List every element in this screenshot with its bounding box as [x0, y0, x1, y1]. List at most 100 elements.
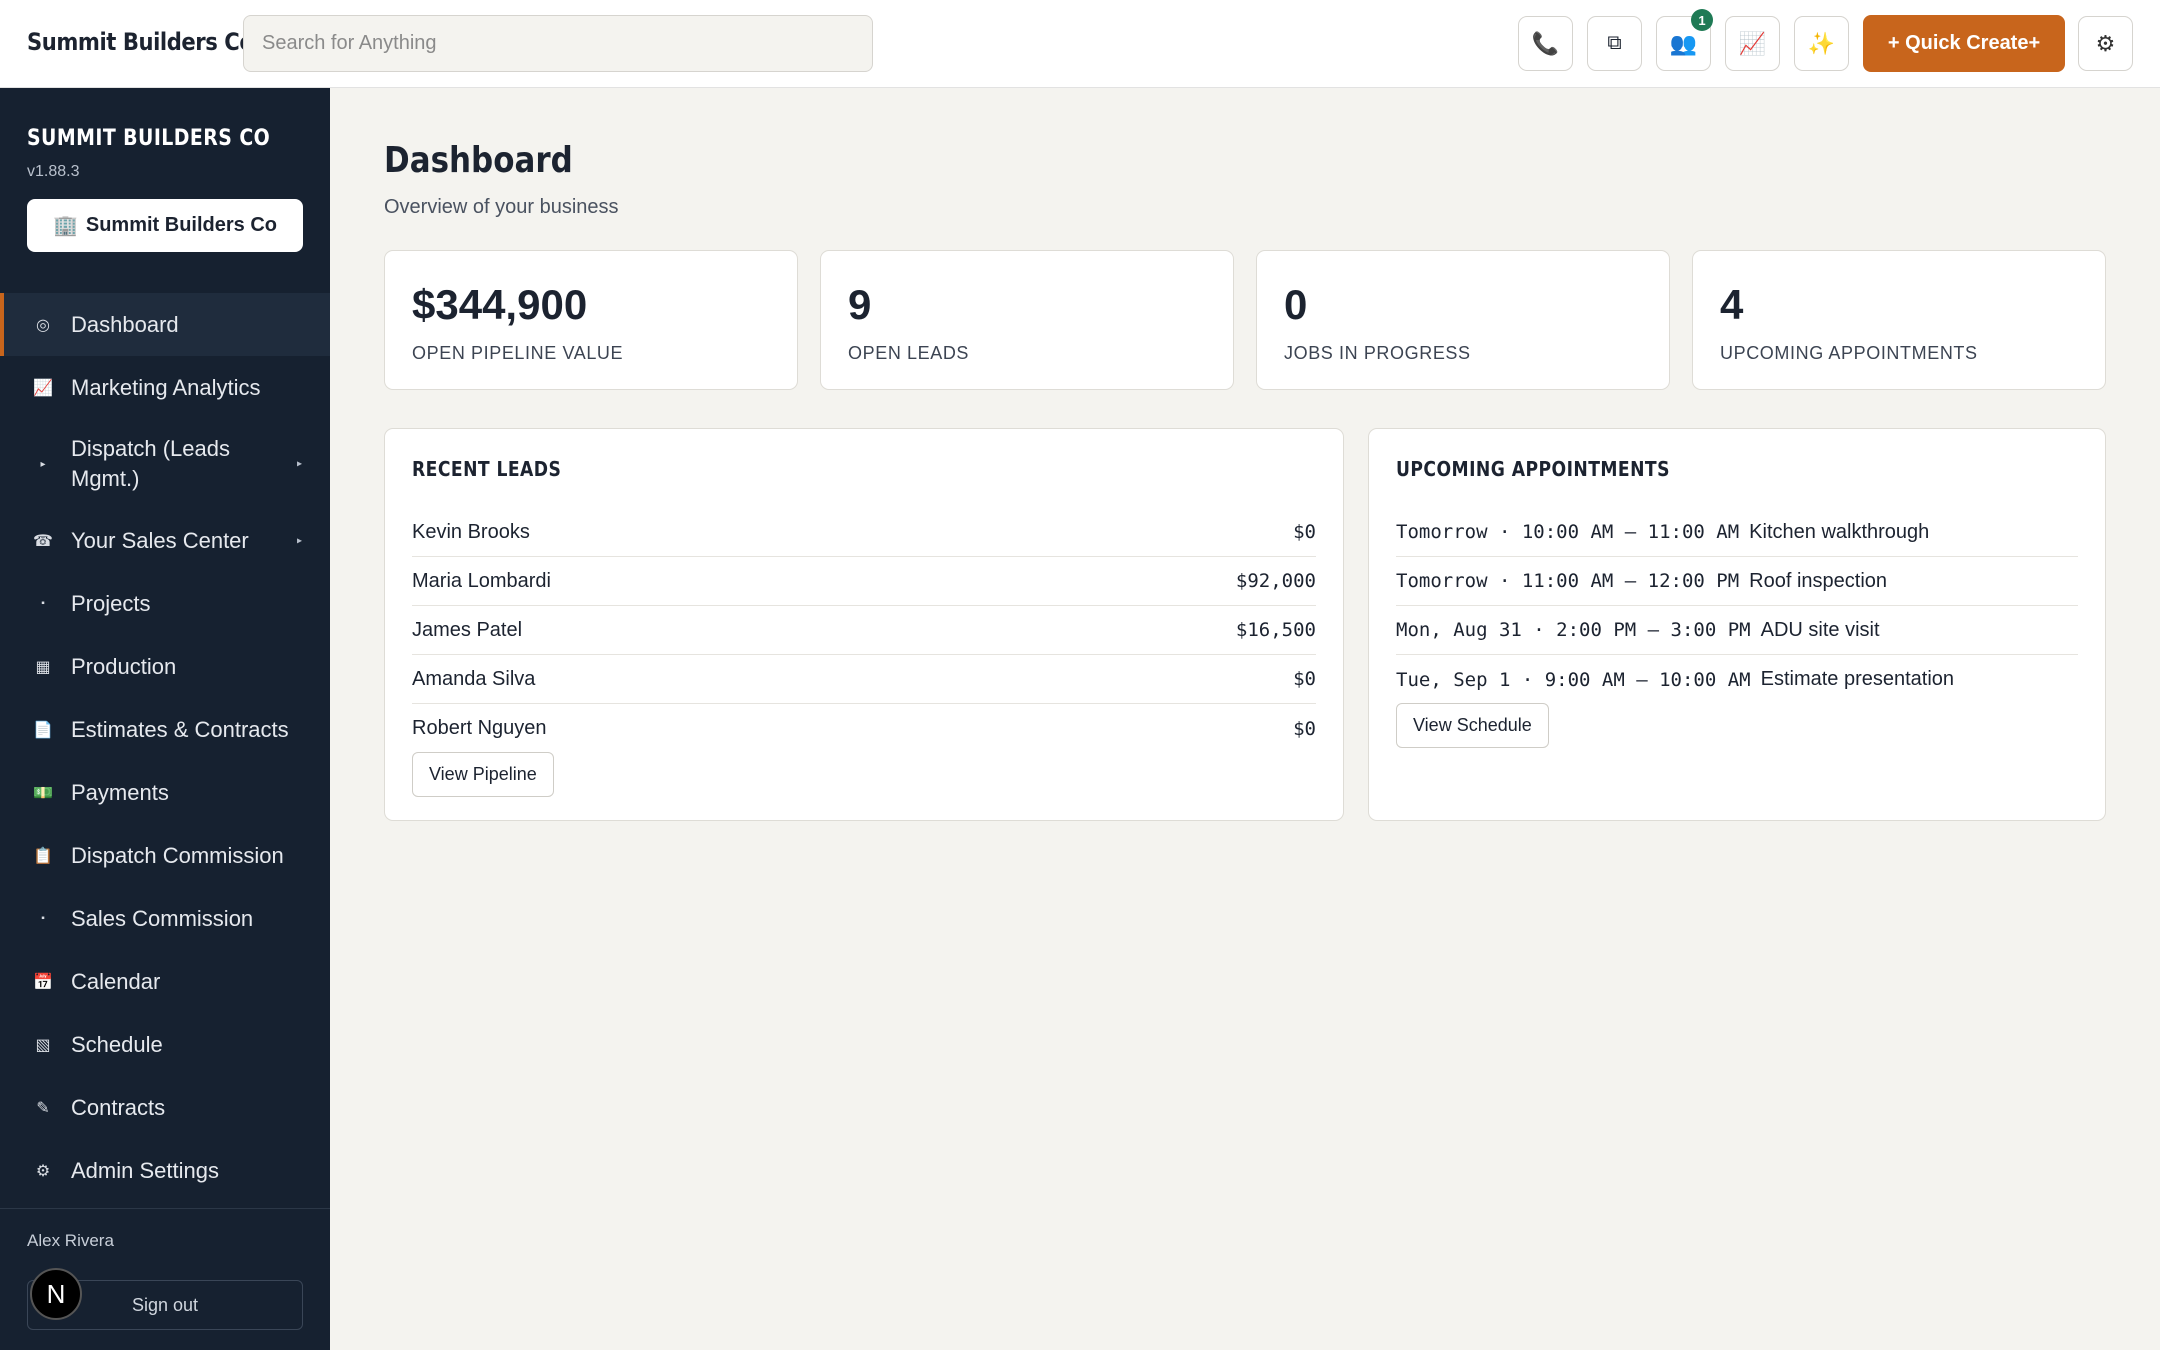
stat-value: 0 [1284, 281, 1308, 328]
square-icon: ▪ [41, 598, 45, 609]
appointment-title: Estimate presentation [1760, 668, 1955, 690]
search-input[interactable] [243, 15, 873, 72]
appointment-title: ADU site visit [1760, 618, 1880, 641]
settings-button[interactable]: ⚙ [2078, 16, 2133, 71]
lead-name: James Patel [412, 618, 523, 641]
team-button[interactable]: 👥 1 [1656, 9, 1713, 71]
appointment-time: Tue, Sep 1 · 9:00 AM – 10:00 AM [1396, 668, 1751, 691]
stat-value: $344,900 [412, 281, 588, 328]
sidebar-item-label: Schedule [71, 1031, 163, 1057]
sidebar-item-dispatch-commission[interactable]: 📋 Dispatch Commission [0, 824, 330, 887]
sidebar-item-label: Calendar [71, 968, 161, 994]
sidebar-nav: ◎ Dashboard 📈 Marketing Analytics ▸ Disp… [0, 293, 330, 1202]
calendar-icon: 📅 [33, 973, 53, 991]
lead-name: Maria Lombardi [412, 569, 551, 592]
company-switcher-button[interactable]: 🏢 Summit Builders Co [27, 199, 303, 252]
lead-name: Amanda Silva [412, 667, 536, 690]
sidebar-item-sales-commission[interactable]: ▪ Sales Commission [0, 887, 330, 950]
appointment-time: Tomorrow · 10:00 AM – 11:00 AM [1396, 521, 1740, 543]
stat-label: UPCOMING APPOINTMENTS [1720, 343, 1978, 363]
quick-create-button[interactable]: + Quick Create+ [1863, 15, 2065, 72]
stat-label: JOBS IN PROGRESS [1284, 343, 1471, 363]
sidebar-item-estimates-contracts[interactable]: 📄 Estimates & Contracts [0, 698, 330, 761]
sidebar: SUMMIT BUILDERS CO v1.88.3 🏢 Summit Buil… [0, 88, 330, 1350]
phone-icon: ☎ [33, 532, 53, 550]
top-bar: Summit Builders Co 📞 ⧉ 👥 1 📈 ✨ + Quick C… [0, 0, 2160, 88]
stat-label: OPEN PIPELINE VALUE [412, 343, 624, 363]
pencil-icon: ✎ [36, 1099, 50, 1117]
appointment-row[interactable]: Tomorrow · 11:00 AM – 12:00 PM Roof insp… [1396, 557, 2078, 606]
sidebar-item-label: Dispatch (Leads Mgmt.) [71, 436, 230, 491]
appointment-time: Tomorrow · 11:00 AM – 12:00 PM [1396, 570, 1740, 592]
sidebar-item-admin-settings[interactable]: ⚙ Admin Settings [0, 1139, 330, 1202]
ai-button[interactable]: ✨ [1794, 16, 1849, 71]
lead-name: Robert Nguyen [412, 717, 547, 739]
user-name: Alex Rivera [27, 1231, 114, 1250]
lead-row[interactable]: Amanda Silva $0 [412, 655, 1316, 704]
app-version: v1.88.3 [27, 163, 80, 180]
windows-icon: ⧉ [1607, 32, 1622, 54]
sidebar-item-calendar[interactable]: 📅 Calendar [0, 950, 330, 1013]
stat-label: OPEN LEADS [848, 343, 970, 363]
grid-icon: ▦ [35, 658, 51, 676]
sidebar-item-label: Dispatch Commission [71, 842, 284, 868]
sidebar-footer: Alex Rivera Sign out [0, 1208, 330, 1350]
chart-icon: 📈 [33, 379, 53, 397]
appointment-row[interactable]: Tomorrow · 10:00 AM – 11:00 AM Kitchen w… [1396, 508, 2078, 557]
lead-row[interactable]: Robert Nguyen $0 [412, 704, 1316, 753]
square-icon: ▪ [41, 913, 45, 924]
lead-value: $0 [1293, 668, 1316, 690]
gear-icon: ⚙ [2095, 30, 2116, 56]
sidebar-item-production[interactable]: ▦ Production [0, 635, 330, 698]
lead-value: $0 [1293, 521, 1316, 543]
sign-out-button[interactable]: Sign out [27, 1280, 303, 1330]
sidebar-item-dashboard[interactable]: ◎ Dashboard [0, 293, 330, 356]
view-schedule-button[interactable]: View Schedule [1396, 703, 1549, 748]
avatar[interactable]: N [30, 1268, 82, 1320]
appointment-title: Roof inspection [1749, 569, 1888, 592]
sidebar-item-label: Projects [71, 590, 151, 616]
sidebar-item-marketing-analytics[interactable]: 📈 Marketing Analytics [0, 356, 330, 419]
document-icon: 📄 [33, 721, 53, 739]
sidebar-item-label: Admin Settings [71, 1157, 219, 1183]
sidebar-title: SUMMIT BUILDERS CO [27, 126, 271, 151]
sidebar-item-label: Payments [71, 779, 169, 805]
lead-row[interactable]: Kevin Brooks $0 [412, 508, 1316, 557]
analytics-button[interactable]: 📈 [1725, 16, 1780, 71]
sidebar-item-dispatch[interactable]: ▸ Dispatch (Leads Mgmt.) ▸ [0, 419, 330, 509]
phone-icon: 📞 [1531, 30, 1560, 56]
phone-button[interactable]: 📞 [1518, 16, 1573, 71]
users-icon: 👥 [1669, 30, 1698, 56]
recent-leads-list: Kevin Brooks $0 Maria Lombardi $92,000 J… [412, 508, 1316, 753]
stat-card-open-leads: 9 OPEN LEADS [820, 250, 1234, 390]
sidebar-item-label: Production [71, 653, 177, 679]
stat-value: 9 [848, 281, 872, 328]
sidebar-item-contracts[interactable]: ✎ Contracts [0, 1076, 330, 1139]
view-pipeline-button[interactable]: View Pipeline [412, 752, 554, 797]
appointment-title: Kitchen walkthrough [1749, 520, 1930, 543]
sidebar-item-sales-center[interactable]: ☎ Your Sales Center ▸ [0, 509, 330, 572]
sidebar-item-label: Sales Commission [71, 905, 254, 931]
sidebar-item-projects[interactable]: ▪ Projects [0, 572, 330, 635]
lead-row[interactable]: James Patel $16,500 [412, 606, 1316, 655]
appointment-row[interactable]: Mon, Aug 31 · 2:00 PM – 3:00 PM ADU site… [1396, 606, 2078, 655]
lead-row[interactable]: Maria Lombardi $92,000 [412, 557, 1316, 606]
sparkle-icon: ✨ [1807, 30, 1836, 56]
chevron-right-icon: ▸ [296, 458, 302, 470]
chart-icon: 📈 [1738, 30, 1767, 56]
appointment-row[interactable]: Tue, Sep 1 · 9:00 AM – 10:00 AM Estimate… [1396, 655, 2078, 704]
lead-value: $92,000 [1235, 570, 1316, 592]
sidebar-item-payments[interactable]: 💵 Payments [0, 761, 330, 824]
sidebar-item-schedule[interactable]: ▧ Schedule [0, 1013, 330, 1076]
sidebar-item-label: Your Sales Center [71, 527, 249, 553]
appointment-time: Mon, Aug 31 · 2:00 PM – 3:00 PM [1396, 619, 1751, 641]
recent-leads-panel: RECENT LEADS Kevin Brooks $0 Maria Lomba… [384, 428, 1344, 821]
lead-name: Kevin Brooks [412, 520, 530, 543]
panel-title: UPCOMING APPOINTMENTS [1396, 457, 1670, 481]
panel-title: RECENT LEADS [412, 457, 562, 481]
clipboard-icon: 📋 [33, 847, 53, 865]
page-subtitle: Overview of your business [384, 196, 619, 218]
windows-button[interactable]: ⧉ [1587, 16, 1642, 71]
building-icon: 🏢 [52, 215, 78, 237]
target-icon: ◎ [36, 316, 50, 334]
